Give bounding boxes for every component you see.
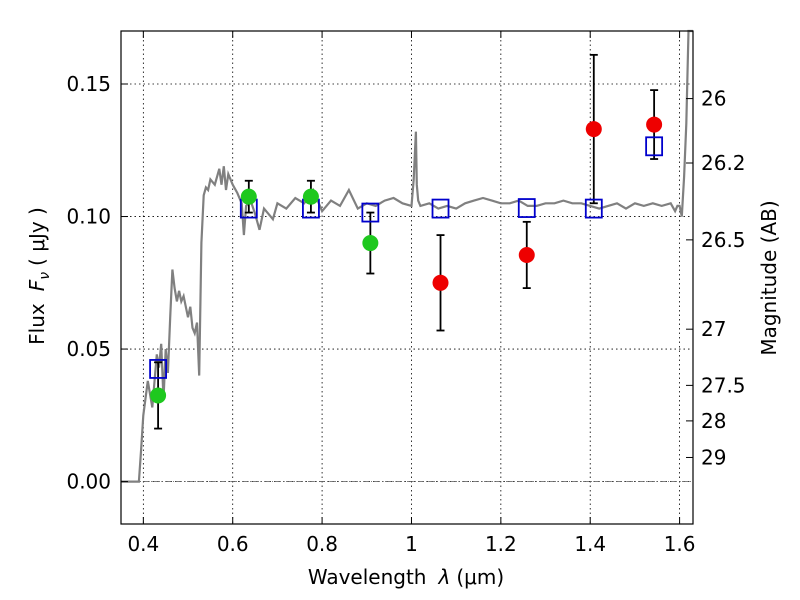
red-data-point: [585, 121, 602, 138]
x-tick-label: 0.6: [217, 532, 249, 556]
model-square: [149, 359, 167, 379]
y2-tick-label: 26: [701, 87, 726, 111]
red-data-point: [646, 116, 663, 133]
x-tick-label: 0.4: [127, 532, 159, 556]
x-tick-label: 1: [405, 532, 418, 556]
y-tick-label: 0.05: [66, 337, 111, 361]
model-square: [517, 198, 536, 218]
y2-tick-label: 27.5: [701, 373, 746, 397]
plot-frame: [120, 30, 694, 525]
y2-tick-label: 28: [701, 409, 726, 433]
model-spectrum-line: [121, 29, 693, 483]
green-data-point: [150, 387, 167, 404]
y2-tick-label: 29: [701, 445, 726, 469]
red-data-point: [518, 246, 535, 263]
axis-ticks: [121, 31, 693, 524]
observed-points: [150, 116, 663, 404]
model-square: [584, 198, 603, 219]
y2-tick-label: 27: [701, 317, 726, 341]
x-tick-label: 1.4: [574, 532, 606, 556]
model-square: [431, 198, 450, 219]
y2-tick-label: 26.2: [701, 151, 746, 175]
green-data-point: [302, 188, 319, 205]
y2-axis-label: Magnitude (AB): [757, 200, 781, 355]
model-square: [361, 202, 380, 223]
model-square: [645, 136, 664, 157]
tick-labels: 0.4 0.6 0.8 1 1.2 1.4 1.6 0.00 0.05 0.10 0.15 26 26.…: [66, 72, 745, 556]
red-data-point: [432, 274, 449, 291]
model-photometry-squares: [149, 136, 664, 379]
green-data-point: [240, 188, 257, 205]
x-tick-label: 1.6: [664, 532, 696, 556]
y-tick-label: 0.15: [66, 72, 111, 96]
error-bars: [154, 53, 659, 430]
y-tick-label: 0.00: [66, 470, 111, 494]
y2-tick-label: 26.5: [701, 228, 746, 252]
x-tick-label: 0.8: [306, 532, 338, 556]
x-tick-label: 1.2: [485, 532, 517, 556]
y-tick-label: 0.10: [66, 205, 111, 229]
grid-lines: [121, 31, 693, 524]
x-axis-label: Wavelength λ (μm): [308, 565, 504, 589]
y-axis-label: FluxFν( μJy ): [25, 207, 53, 345]
green-data-point: [362, 235, 379, 252]
